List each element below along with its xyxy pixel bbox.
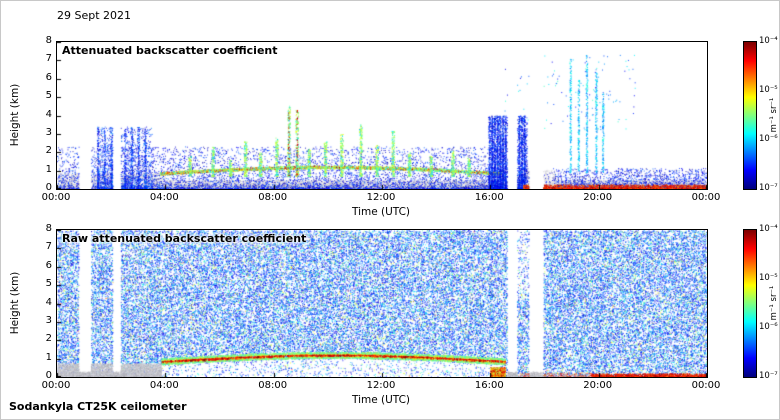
y-tick-label: 7 <box>45 53 52 65</box>
x-tick-label: 20:00 <box>583 192 613 203</box>
x-tick-label: 08:00 <box>258 192 288 203</box>
x-axis-label: Time (UTC) <box>351 206 411 218</box>
x-tick-label: 12:00 <box>366 192 396 203</box>
colorbar-tick-label: 10⁻⁷ <box>759 183 778 193</box>
x-tick-label: 00:00 <box>41 192 71 203</box>
y-tick-label: 5 <box>45 90 52 102</box>
panel-title: Raw attenuated backscatter coefficient <box>62 232 307 245</box>
colorbar-tick-label: 10⁻⁶ <box>759 134 778 144</box>
colorbar-tick-label: 10⁻⁵ <box>759 85 778 95</box>
x-tick-label: 04:00 <box>149 192 179 203</box>
date-label: 29 Sept 2021 <box>57 9 132 22</box>
colorbar-tick-label: 10⁻⁴ <box>759 36 778 46</box>
y-tick-label: 2 <box>45 333 52 345</box>
colorbar-gradient <box>743 229 757 378</box>
colorbar-tick-label: 10⁻⁶ <box>759 322 778 332</box>
x-tick-label: 08:00 <box>258 380 288 391</box>
x-tick-label: 04:00 <box>149 380 179 391</box>
x-tick-label: 12:00 <box>366 380 396 391</box>
y-tick-label: 6 <box>45 71 52 83</box>
x-axis-label: Time (UTC) <box>351 394 411 406</box>
colorbar-tick-label: 10⁻⁷ <box>759 371 778 381</box>
instrument-label: Sodankyla CT25K ceilometer <box>9 400 187 413</box>
y-tick-label: 8 <box>45 35 52 46</box>
backscatter-plot-canvas <box>56 41 708 190</box>
y-tick-label: 8 <box>45 223 52 234</box>
colorbar-tick-label: 10⁻⁵ <box>759 273 778 283</box>
raw-backscatter-plot-canvas <box>56 229 708 378</box>
x-tick-label: 20:00 <box>583 380 613 391</box>
x-tick-label: 16:00 <box>474 380 504 391</box>
y-tick-label: 0 <box>45 182 52 193</box>
y-tick-label: 1 <box>45 163 52 175</box>
colorbar-unit-label: m⁻¹ sr⁻¹ <box>769 285 779 321</box>
x-tick-label: 00:00 <box>691 192 721 203</box>
y-tick-label: 5 <box>45 278 52 290</box>
y-tick-label: 1 <box>45 351 52 363</box>
x-tick-label: 16:00 <box>474 192 504 203</box>
y-tick-label: 2 <box>45 145 52 157</box>
panel-title: Attenuated backscatter coefficient <box>62 44 278 57</box>
colorbar-tick-label: 10⁻⁴ <box>759 224 778 234</box>
y-tick-label: 3 <box>45 126 52 138</box>
y-tick-label: 4 <box>45 296 52 308</box>
x-tick-label: 00:00 <box>691 380 721 391</box>
y-tick-label: 6 <box>45 259 52 271</box>
y-tick-label: 0 <box>45 370 52 381</box>
y-axis-label: Height (km) <box>9 271 21 335</box>
colorbar-gradient <box>743 41 757 190</box>
y-tick-label: 7 <box>45 241 52 253</box>
y-tick-label: 4 <box>45 108 52 120</box>
x-tick-label: 00:00 <box>41 380 71 391</box>
y-tick-label: 3 <box>45 314 52 326</box>
